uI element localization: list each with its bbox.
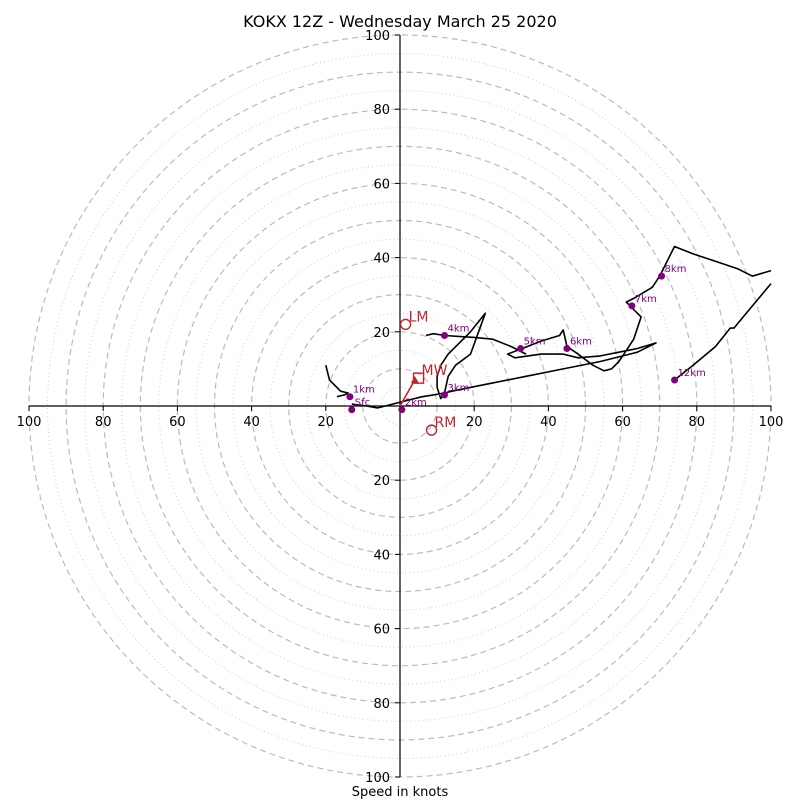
height-marker-label: 6km — [570, 336, 592, 347]
height-marker-label: 4km — [448, 324, 470, 335]
tick-label-right: 60 — [614, 415, 631, 430]
shear-arrowhead — [410, 376, 419, 384]
tick-label-down: 100 — [365, 771, 390, 786]
height-marker-dot — [398, 406, 406, 414]
hodograph-trace-upper — [674, 283, 772, 381]
tick-label-up: 80 — [373, 103, 390, 118]
storm-motion-label: RM — [435, 415, 457, 431]
tick-label-up: 20 — [373, 326, 390, 341]
storm-motion-label: LM — [409, 309, 429, 325]
hodograph-trace-lower — [325, 365, 349, 398]
tick-label-right: 40 — [540, 415, 557, 430]
tick-label-down: 80 — [373, 697, 390, 712]
height-marker-label: 8km — [665, 264, 687, 275]
height-marker-dot — [658, 272, 666, 280]
height-marker-dot — [441, 332, 449, 340]
tick-label-up: 60 — [373, 177, 390, 192]
hodograph-trace-main — [351, 245, 772, 409]
tick-label-left: 80 — [95, 415, 112, 430]
height-marker-dot — [671, 376, 679, 384]
tick-label-down: 60 — [373, 623, 390, 638]
height-marker-dot — [628, 302, 636, 310]
height-marker-dot — [563, 344, 571, 352]
height-marker-dot — [441, 391, 449, 399]
height-marker-label: 5km — [524, 336, 546, 347]
height-markers: Sfc 1km 2km 3km 4km 5km 6km 7km 8km 12km — [346, 264, 706, 414]
height-marker-label: 7km — [635, 294, 657, 305]
tick-label-up: 100 — [365, 29, 390, 44]
tick-labels: 20 20 20 20 40 40 40 40 60 60 60 60 80 80 80 80 100 100 10… — [17, 29, 784, 786]
height-marker-label: Sfc — [355, 398, 370, 409]
storm-motion-label: MW — [422, 363, 448, 379]
storm-motion-marker — [399, 318, 412, 331]
tick-label-left: 100 — [17, 415, 42, 430]
height-marker-label: 3km — [448, 383, 470, 394]
storm-motion-markers: LM MW RM — [399, 309, 457, 436]
chart-title: KOKX 12Z - Wednesday March 25 2020 — [243, 12, 557, 31]
shear-vector — [399, 376, 419, 407]
tick-label-down: 20 — [373, 474, 390, 489]
tick-label-down: 40 — [373, 548, 390, 563]
tick-label-right: 100 — [759, 415, 784, 430]
height-marker-dot — [346, 393, 354, 401]
height-marker-label: 2km — [405, 398, 427, 409]
storm-motion-marker — [425, 424, 438, 436]
tick-label-right: 80 — [689, 415, 706, 430]
height-marker-label: 1km — [353, 385, 375, 396]
tick-label-left: 40 — [243, 415, 260, 430]
shear-line — [399, 379, 416, 407]
hodograph-traces — [325, 245, 772, 409]
x-axis-label: Speed in knots — [352, 785, 449, 800]
tick-label-left: 60 — [169, 415, 186, 430]
tick-label-up: 40 — [373, 252, 390, 267]
mean-wind-marker — [412, 372, 425, 384]
tick-label-right: 20 — [466, 415, 483, 430]
tick-label-left: 20 — [318, 415, 335, 430]
height-marker-dot — [517, 344, 525, 352]
height-marker-label: 12km — [678, 368, 706, 379]
hodograph-trace-mid — [425, 332, 527, 355]
height-marker-dot — [348, 406, 356, 414]
